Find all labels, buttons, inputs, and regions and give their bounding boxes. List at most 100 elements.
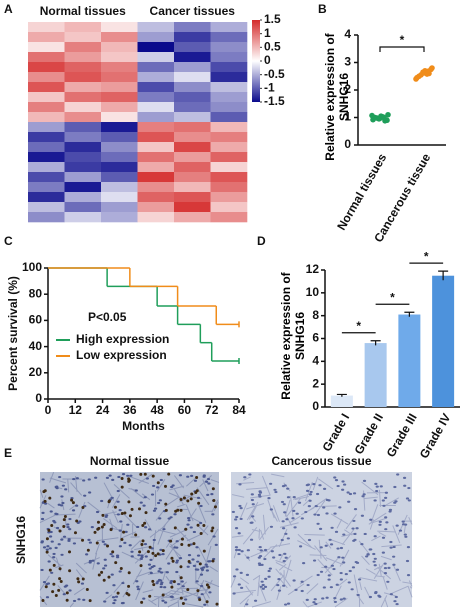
stain-dot — [179, 596, 183, 600]
nucleus — [207, 482, 211, 485]
heatmap-cell — [137, 152, 175, 163]
heatmap-cell — [174, 72, 211, 83]
stain-dot — [130, 507, 134, 511]
nucleus — [205, 569, 209, 572]
tissue-fiber — [402, 581, 413, 585]
heatmap-cell — [210, 212, 248, 223]
nucleus — [135, 580, 139, 583]
nucleus — [383, 566, 388, 570]
nucleus — [339, 571, 343, 575]
heatmap-cell — [174, 112, 211, 123]
tissue-fiber — [304, 481, 313, 502]
tissue-fiber — [382, 576, 388, 590]
nucleus — [246, 556, 250, 559]
heatmap-cell — [174, 162, 211, 173]
data-point — [413, 76, 419, 82]
stain-dot — [164, 508, 168, 512]
nucleus — [329, 543, 334, 546]
heatmap-cell — [101, 22, 138, 33]
heatmap-cell — [174, 22, 211, 33]
heatmap-cell — [210, 52, 248, 63]
stain-dot — [42, 490, 46, 494]
stain-dot — [181, 601, 185, 605]
nucleus — [103, 564, 108, 567]
x-tick-label: Grade I — [319, 411, 352, 454]
nucleus — [245, 573, 250, 576]
tissue-fiber — [262, 514, 266, 535]
tissue-fiber — [289, 515, 301, 524]
nucleus — [239, 507, 243, 510]
stain-dot — [111, 550, 115, 554]
tissue-fiber — [276, 586, 282, 600]
nucleus — [88, 491, 92, 494]
stain-dot — [137, 507, 141, 511]
tissue-fiber — [363, 496, 378, 500]
error-bar — [404, 311, 415, 317]
y-tick-label: 2 — [344, 82, 351, 96]
nucleus — [269, 482, 273, 485]
nucleus — [82, 479, 86, 482]
nucleus — [324, 544, 328, 547]
stain-dot — [116, 591, 120, 595]
stain-dot — [199, 532, 203, 536]
x-tick-label: Grade IV — [417, 411, 454, 461]
stain-dot — [197, 501, 201, 505]
nucleus — [325, 596, 329, 599]
nucleus — [360, 514, 365, 517]
stain-dot — [107, 575, 111, 579]
nucleus — [282, 527, 286, 530]
tissue-fiber — [165, 537, 174, 548]
colorbar — [252, 20, 260, 102]
tissue-fiber — [341, 529, 355, 545]
stain-dot — [146, 550, 150, 554]
y-axis-label: Percent survival (%) — [6, 276, 20, 391]
tissue-fiber — [345, 514, 357, 530]
nucleus — [341, 480, 345, 483]
stain-dot — [167, 472, 171, 476]
nucleus — [195, 580, 199, 583]
nucleus — [149, 558, 153, 561]
nucleus — [184, 598, 188, 601]
nucleus — [286, 496, 291, 499]
tissue-fiber — [258, 528, 261, 539]
nucleus — [202, 475, 206, 478]
stain-dot — [59, 580, 63, 584]
nucleus — [307, 505, 311, 508]
nucleus — [136, 588, 141, 591]
panel-label: B — [318, 2, 327, 16]
y-tick-label: 3 — [344, 55, 351, 69]
column-group-label: Cancer tissues — [150, 4, 236, 18]
tissue-fiber — [49, 472, 55, 483]
heatmap-cell — [174, 92, 211, 103]
stain-dot — [65, 591, 69, 595]
stain-dot — [120, 477, 124, 481]
nucleus — [353, 538, 357, 541]
stain-dot — [48, 568, 52, 572]
tissue-fiber — [169, 528, 188, 538]
stain-dot — [62, 518, 66, 522]
tissue-fiber — [75, 562, 87, 574]
nucleus — [292, 579, 296, 582]
stain-dot — [81, 538, 85, 542]
error-bar — [438, 270, 449, 281]
y-tick-label: 12 — [306, 262, 320, 276]
nucleus — [333, 476, 337, 479]
nucleus — [186, 565, 190, 568]
nucleus — [253, 599, 258, 602]
nucleus — [52, 556, 56, 559]
nucleus — [211, 513, 215, 516]
nucleus — [398, 529, 403, 532]
x-tick-label: 24 — [96, 403, 110, 417]
nucleus — [299, 545, 303, 548]
nucleus — [187, 554, 192, 557]
tissue-fiber — [300, 507, 315, 516]
stain-dot — [211, 526, 215, 530]
tissue-fiber — [278, 563, 287, 571]
nucleus — [68, 589, 72, 592]
stain-dot — [120, 511, 124, 515]
nucleus — [284, 556, 288, 559]
tissue-fiber — [338, 578, 348, 587]
tissue-fiber — [204, 580, 220, 588]
nucleus — [361, 495, 365, 498]
x-tick-label: 36 — [123, 403, 137, 417]
